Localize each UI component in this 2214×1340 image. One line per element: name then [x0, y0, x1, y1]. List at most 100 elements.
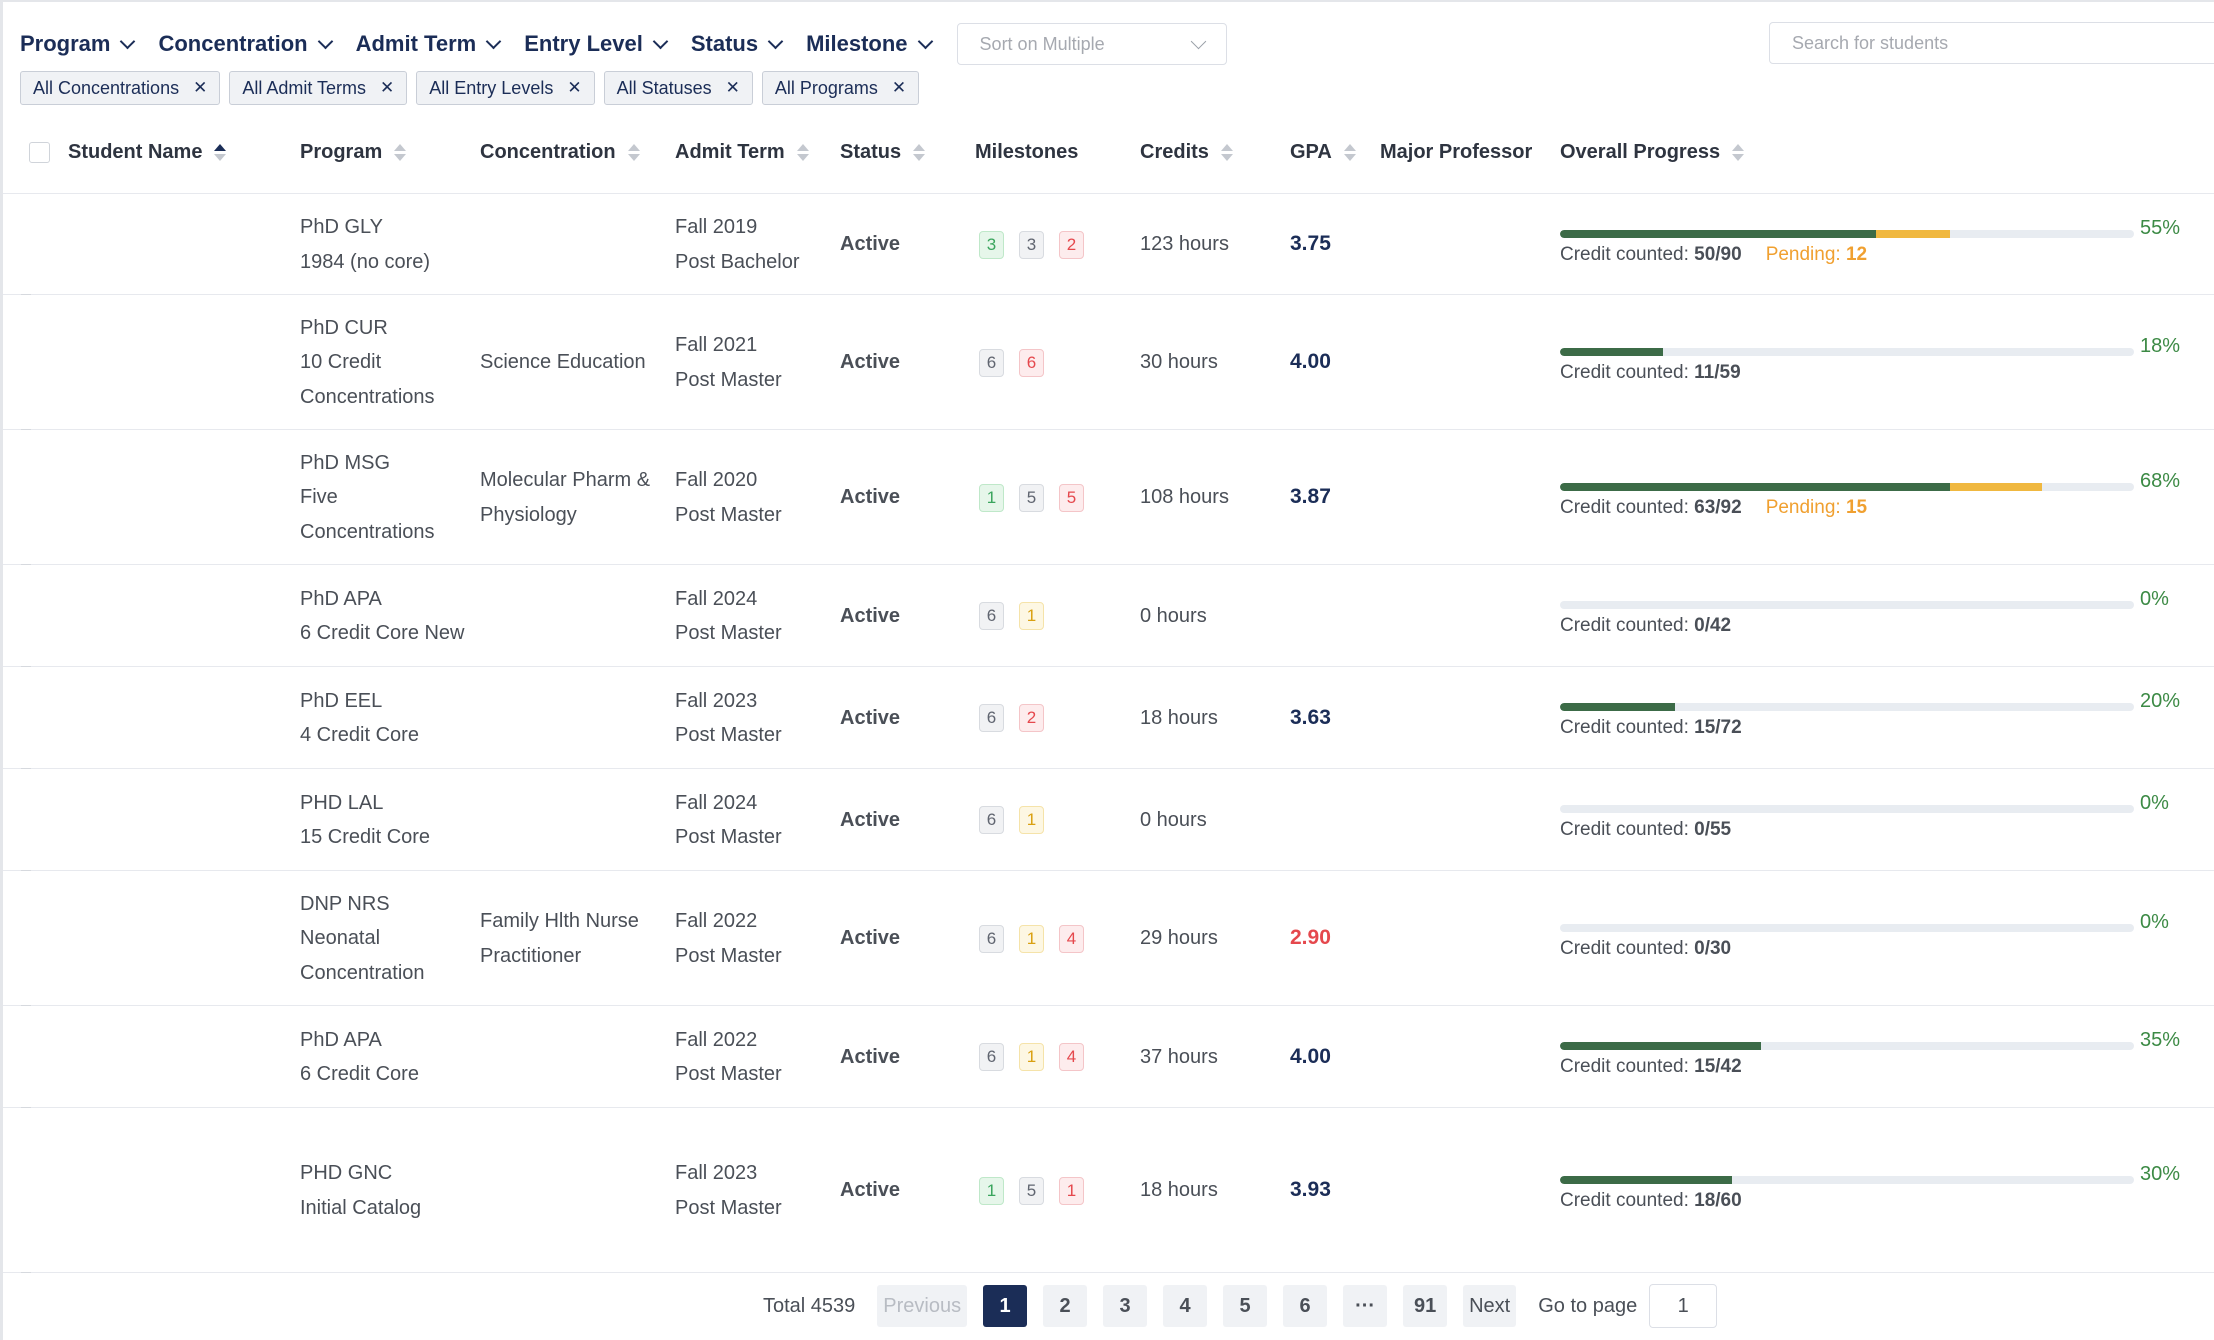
close-icon[interactable]: ✕: [380, 78, 395, 97]
table-row[interactable]: PHD GNC Initial Catalog Fall 2023 Post Mast…: [3, 1108, 2214, 1273]
column-label: Admit Term: [675, 140, 785, 163]
milestone-badge[interactable]: 1: [979, 483, 1004, 512]
pending-label: Pending:: [1765, 496, 1841, 518]
milestone-badge[interactable]: 2: [1019, 704, 1044, 732]
close-icon[interactable]: ✕: [193, 78, 208, 97]
sort-icon: [913, 143, 926, 161]
program-cell-line: PhD CUR: [300, 316, 388, 339]
chevron-down-icon: [1190, 33, 1206, 49]
page-button[interactable]: 4: [1163, 1285, 1208, 1327]
milestone-badge[interactable]: 1: [1019, 806, 1044, 834]
milestone-badge[interactable]: 6: [1019, 348, 1044, 377]
goto-page-input[interactable]: 1: [1649, 1284, 1718, 1328]
milestone-badge[interactable]: 1: [1019, 1043, 1044, 1071]
milestone-badge[interactable]: 5: [1019, 1176, 1044, 1205]
filter-status[interactable]: Status: [691, 31, 784, 57]
table-row[interactable]: PhD GLY 1984 (no core) Fall 2019 Post Bache…: [3, 194, 2214, 295]
milestone-badge[interactable]: 6: [979, 806, 1004, 834]
table-row[interactable]: PhD APA 6 Credit Core Fall 2022 Post Master…: [3, 1006, 2214, 1108]
milestone-badge[interactable]: 6: [979, 924, 1004, 953]
milestone-badge[interactable]: 6: [979, 1043, 1004, 1071]
progress-percent: 30%: [2140, 1162, 2181, 1185]
col-status[interactable]: Status: [840, 122, 926, 182]
milestone-badge[interactable]: 6: [979, 348, 1004, 377]
col-milestones: Milestones: [975, 122, 1078, 182]
col-gpa[interactable]: GPA: [1290, 122, 1356, 182]
more-pages-button[interactable]: ···: [1343, 1285, 1388, 1327]
sort-icon: [394, 143, 407, 161]
sort-select[interactable]: Sort on Multiple: [956, 23, 1227, 65]
program-cell-line: 10 Credit: [300, 351, 382, 374]
concentration-cell: Science Education: [480, 345, 646, 380]
filter-admit-term[interactable]: Admit Term: [356, 31, 502, 57]
page-button[interactable]: 6: [1283, 1285, 1328, 1327]
page-button[interactable]: 2: [1043, 1285, 1088, 1327]
search-input[interactable]: Search for students: [1769, 22, 2214, 64]
column-label: Student Name: [68, 140, 203, 163]
milestone-badge[interactable]: 3: [979, 230, 1004, 259]
admit-term-cell-line: Fall 2021: [675, 334, 758, 356]
table-row[interactable]: PhD EEL 4 Credit Core Fall 2023 Post Master…: [3, 667, 2214, 769]
column-label: Status: [840, 140, 902, 163]
filter-program[interactable]: Program: [20, 31, 136, 57]
milestone-badge[interactable]: 6: [979, 704, 1004, 732]
progress-percent: 0%: [2140, 910, 2169, 933]
progress-pending-fill: [1875, 229, 1951, 238]
table-row[interactable]: PhD APA 6 Credit Core New Fall 2024 Post Ma…: [3, 565, 2214, 667]
milestone-badge[interactable]: 1: [1059, 1176, 1084, 1205]
admit-term-cell-line: Post Master: [675, 944, 782, 967]
program-cell-line: 15 Credit Core: [300, 826, 431, 848]
page-button[interactable]: 1: [983, 1285, 1028, 1327]
close-icon[interactable]: ✕: [891, 78, 907, 97]
admit-term-cell: Fall 2019 Post Bachelor: [675, 210, 800, 279]
table-row[interactable]: PHD LAL 15 Credit Core Fall 2024 Post Maste…: [3, 769, 2214, 871]
credit-counted: Credit counted: 18/60: [1560, 1190, 1742, 1212]
col-concentration[interactable]: Concentration: [480, 122, 640, 182]
progress-done-fill: [1560, 703, 1675, 711]
milestone-badge[interactable]: 5: [1059, 483, 1084, 512]
filter-entry-level[interactable]: Entry Level: [524, 31, 669, 57]
select-all-checkbox[interactable]: [29, 142, 50, 163]
milestone-badge[interactable]: 3: [1019, 230, 1044, 259]
program-cell: PhD APA 6 Credit Core: [300, 1023, 419, 1092]
program-cell-line: DNP NRS: [300, 892, 390, 915]
page-button[interactable]: 3: [1103, 1285, 1148, 1327]
col-student-name[interactable]: Student Name: [68, 122, 227, 182]
close-icon[interactable]: ✕: [725, 78, 740, 97]
filter-concentration[interactable]: Concentration: [158, 31, 333, 57]
sort-placeholder: Sort on Multiple: [979, 33, 1105, 54]
previous-button[interactable]: Previous: [877, 1285, 968, 1327]
col-credits[interactable]: Credits: [1140, 122, 1233, 182]
table-row[interactable]: PhD CUR 10 Credit Concentrations Science Ed…: [3, 295, 2214, 430]
col-program[interactable]: Program: [300, 122, 407, 182]
page-button[interactable]: 91: [1403, 1285, 1448, 1327]
page-button[interactable]: 5: [1223, 1285, 1268, 1327]
admit-term-cell-line: Fall 2019: [675, 216, 758, 238]
col-admit-term[interactable]: Admit Term: [675, 122, 809, 182]
filter-milestone[interactable]: Milestone: [806, 31, 933, 57]
total-count: Total 4539: [763, 1294, 856, 1317]
admit-term-cell-line: Post Bachelor: [675, 250, 800, 273]
milestone-badge[interactable]: 6: [979, 602, 1004, 630]
milestone-badge[interactable]: 1: [979, 1176, 1004, 1205]
program-cell-line: 4 Credit Core: [300, 724, 419, 746]
milestone-badge[interactable]: 2: [1059, 230, 1084, 259]
milestone-badge[interactable]: 1: [1019, 924, 1044, 953]
row-divider: [21, 563, 31, 565]
milestone-badge[interactable]: 4: [1059, 924, 1084, 953]
program-cell-line: PhD GLY: [300, 216, 383, 238]
admit-term-cell-line: Post Master: [675, 503, 782, 526]
milestone-badge[interactable]: 1: [1019, 602, 1044, 630]
table-row[interactable]: DNP NRS Neonatal Concentration Family Hlth …: [3, 871, 2214, 1006]
col-overall-progress[interactable]: Overall Progress: [1560, 122, 1745, 182]
next-button[interactable]: Next: [1463, 1285, 1517, 1327]
row-divider: [21, 428, 31, 430]
progress-bar: [1560, 347, 2134, 356]
milestone-badge[interactable]: 5: [1019, 483, 1044, 512]
table-row[interactable]: PhD MSG Five Concentrations Molecular Pharm…: [3, 430, 2214, 565]
close-icon[interactable]: ✕: [567, 78, 582, 97]
milestone-badge[interactable]: 4: [1059, 1043, 1084, 1071]
admit-term-cell-line: Post Master: [675, 368, 782, 391]
